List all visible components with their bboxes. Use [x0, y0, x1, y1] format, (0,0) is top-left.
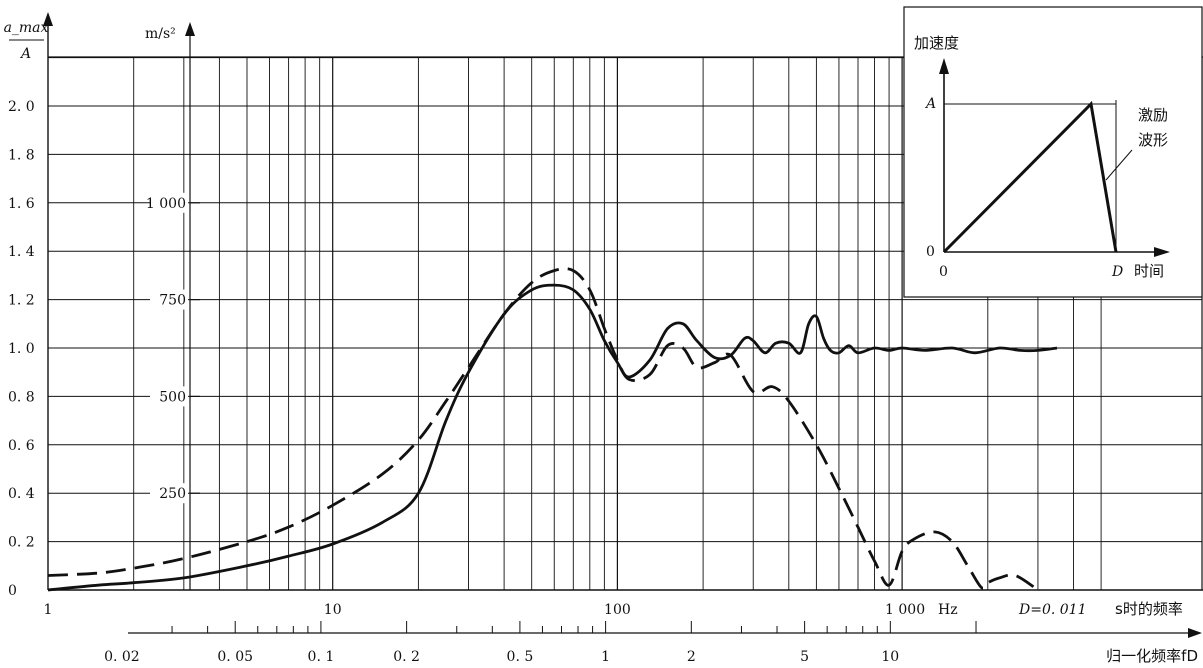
norm-tick-label: 0. 1 — [308, 649, 335, 665]
normalized-x-axis: 0. 02 0. 05 0. 1 0. 2 0. 5 1 2 5 10 归一化频率fD — [104, 621, 1202, 665]
ms2-label-bg — [150, 386, 188, 407]
ms2-label-bg — [150, 192, 188, 213]
main-x-tick-labels: 1 10 100 1 000 — [44, 602, 926, 618]
normalized-tick-labels: 0. 02 0. 05 0. 1 0. 2 0. 5 1 2 5 10 — [104, 649, 899, 665]
main-x-axis: 1 10 100 1 000 Hz D=0. 011 s时的频率 — [44, 589, 1203, 618]
ms2-ticks: 250 500 750 1 000 — [146, 192, 200, 504]
inset-annotation-line1: 激励 — [1138, 106, 1168, 124]
y-label-denominator: A — [19, 46, 31, 62]
ms2-label-bg — [150, 289, 188, 310]
norm-tick-label: 10 — [881, 649, 899, 665]
x-tick-label: 1 — [44, 602, 53, 618]
y-tick-label: 0. 4 — [8, 486, 35, 502]
inset-tick-a: A — [924, 96, 936, 112]
normalized-ticks — [171, 621, 977, 633]
ms2-tick-label: 250 — [159, 486, 186, 502]
normalized-axis-arrow — [1188, 628, 1202, 638]
y-tick-label: 0. 8 — [8, 389, 35, 405]
norm-tick-label: 0. 2 — [393, 649, 420, 665]
inset-tick-0x: 0 — [939, 264, 948, 280]
solid-response-curve — [47, 283, 1058, 592]
y-tick-label: 1. 6 — [8, 196, 35, 212]
inset-y-arrow — [939, 58, 949, 74]
y-tick-label: 1. 4 — [8, 244, 35, 260]
y-tick-label: 0 — [8, 583, 17, 599]
ms2-tick-label: 1 000 — [146, 196, 186, 212]
y-tick-label: 1. 8 — [8, 147, 35, 163]
inset-tick-0y: 0 — [926, 244, 935, 260]
x-note-freq: s时的频率 — [1115, 600, 1183, 618]
left-axis-arrow — [43, 12, 53, 26]
ms2-axis-arrow — [185, 22, 195, 36]
ms2-tick-label: 750 — [159, 293, 186, 309]
left-y-axis-title: a_max A — [4, 20, 49, 62]
y-tick-label: 0. 2 — [8, 535, 35, 551]
x-unit-hz: Hz — [938, 602, 958, 618]
left-y-axis — [43, 12, 53, 590]
x-tick-label: 10 — [324, 602, 342, 618]
dashed-response-curve — [47, 267, 1039, 592]
inset-x-arrow — [1154, 247, 1170, 257]
inset-annotation-line2: 波形 — [1138, 131, 1168, 149]
inset-tick-d: D — [1111, 264, 1123, 280]
y-tick-label: 1. 2 — [8, 293, 35, 309]
inset-box — [903, 6, 1203, 298]
x-tick-label: 1 000 — [885, 602, 925, 618]
norm-tick-label: 2 — [687, 649, 696, 665]
y-tick-label: 0. 6 — [8, 438, 35, 454]
norm-tick-label: 0. 02 — [104, 649, 140, 665]
y-tick-label: 1. 0 — [8, 341, 35, 357]
annotation-leader — [1105, 149, 1133, 181]
right-y-axis: m/s² 250 500 750 1 000 — [145, 22, 200, 590]
norm-tick-label: 0. 05 — [217, 649, 253, 665]
norm-tick-label: 0. 5 — [507, 649, 534, 665]
y-label-numerator: a_max — [4, 20, 49, 36]
excitation-waveform — [942, 100, 1118, 254]
norm-tick-label: 5 — [800, 649, 809, 665]
norm-tick-label: 1 — [601, 649, 610, 665]
response-curves — [47, 267, 1058, 592]
inset-y-label: 加速度 — [914, 34, 959, 52]
ms2-tick-label: 500 — [159, 389, 186, 405]
inset-x-label: 时间 — [1134, 262, 1164, 280]
normalized-axis-label: 归一化频率fD — [1106, 647, 1198, 665]
ms2-label-bg — [150, 483, 188, 504]
x-tick-label: 100 — [604, 602, 631, 618]
left-y-tick-labels: 0 0. 2 0. 4 0. 6 0. 8 1. 0 1. 2 1. 4 1. 6 1. 8 2. … — [8, 99, 35, 599]
ms2-axis-unit: m/s² — [145, 26, 176, 42]
x-note-d: D=0. 011 — [1018, 602, 1086, 618]
excitation-inset: 加速度 A 0 0 D 时间 激励 波形 — [903, 6, 1203, 298]
y-tick-label: 2. 0 — [8, 99, 35, 115]
